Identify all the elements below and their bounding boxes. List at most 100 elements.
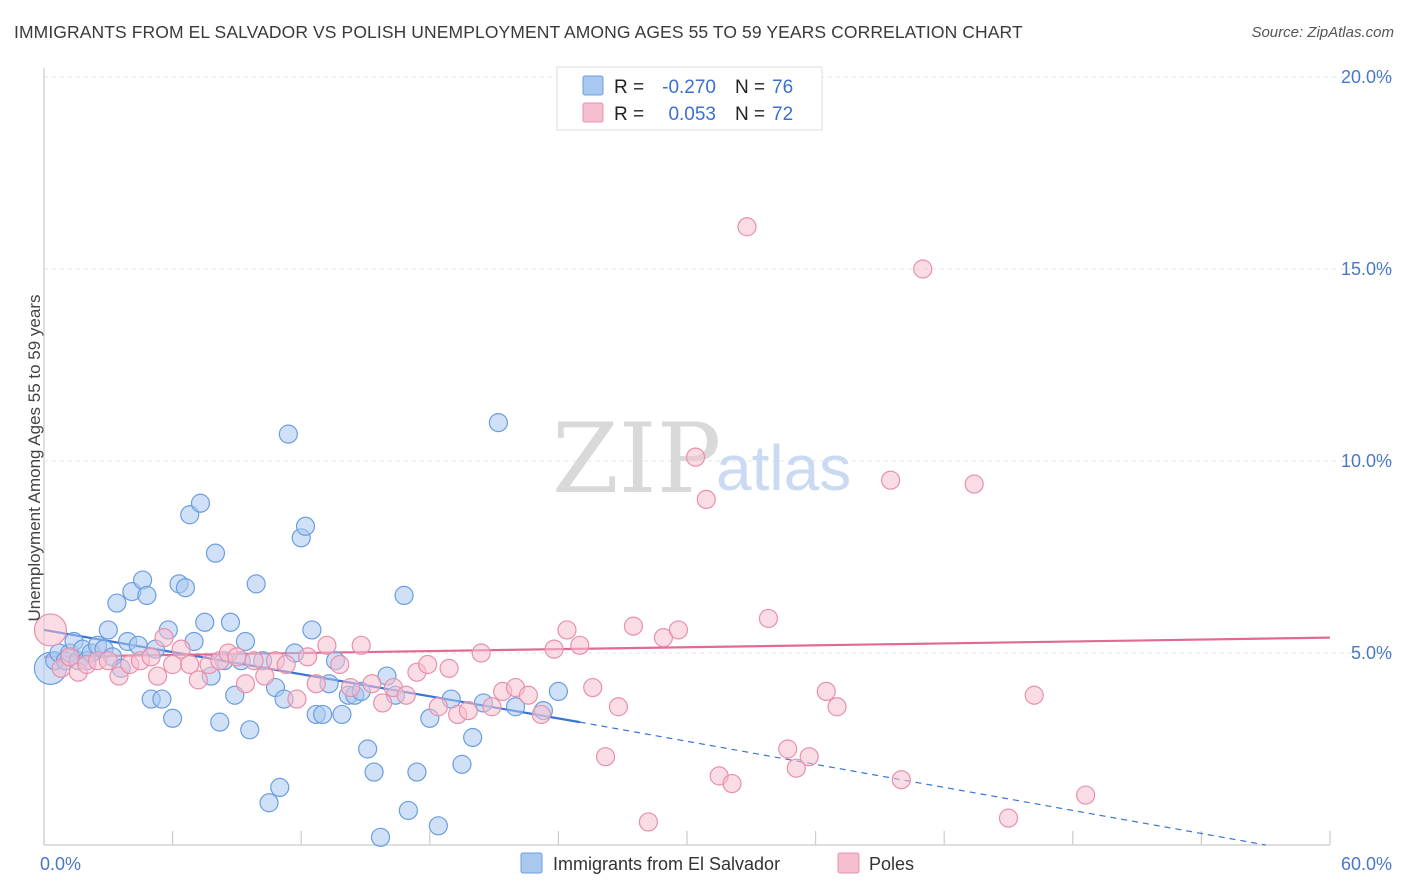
blue-point bbox=[98, 620, 118, 640]
pink-point bbox=[340, 677, 361, 698]
pink-point bbox=[362, 674, 382, 694]
pink-point bbox=[482, 697, 502, 717]
pink-point bbox=[330, 654, 350, 675]
blue-point bbox=[407, 762, 427, 782]
pink-point bbox=[544, 639, 564, 659]
blue-point bbox=[394, 585, 414, 606]
pink-point bbox=[638, 812, 659, 832]
pink-point bbox=[235, 674, 256, 694]
pink-point bbox=[786, 758, 806, 778]
pink-point bbox=[171, 639, 191, 659]
blue-point bbox=[246, 574, 266, 594]
pink-point bbox=[298, 647, 318, 667]
pink-point bbox=[531, 704, 551, 725]
data-points bbox=[33, 217, 1096, 847]
pink-point bbox=[827, 697, 847, 717]
pink-point bbox=[696, 489, 716, 509]
series-legend-label: Immigrants from El Salvador bbox=[553, 854, 780, 874]
y-axis-label: Unemployment Among Ages 55 to 59 years bbox=[25, 295, 44, 622]
legend-r-value: 0.053 bbox=[668, 104, 716, 125]
pink-point bbox=[595, 747, 616, 767]
pink-point bbox=[668, 620, 689, 640]
blue-point bbox=[370, 827, 391, 847]
blue-point bbox=[302, 620, 322, 640]
legend-n-value: 72 bbox=[772, 104, 793, 125]
chart-source: Source: ZipAtlas.com bbox=[1251, 24, 1394, 41]
blue-point bbox=[398, 800, 418, 821]
pink-point bbox=[998, 808, 1019, 828]
pink-point bbox=[623, 616, 644, 636]
pink-point bbox=[570, 635, 590, 655]
pink-point bbox=[317, 635, 337, 655]
pink-point bbox=[881, 470, 901, 490]
pink-point bbox=[458, 700, 478, 721]
pink-point bbox=[583, 677, 603, 698]
blue-point bbox=[220, 612, 241, 632]
y-tick-label: 15.0% bbox=[1341, 259, 1392, 279]
pink-point bbox=[33, 613, 68, 647]
pink-point bbox=[799, 747, 819, 767]
y-tick-label: 5.0% bbox=[1351, 643, 1392, 663]
pink-point bbox=[147, 666, 168, 686]
pink-point bbox=[227, 647, 247, 667]
legend-swatch bbox=[582, 102, 604, 123]
blue-point bbox=[452, 754, 472, 774]
series-legend: Immigrants from El Salvador Poles bbox=[520, 852, 914, 874]
pink-point bbox=[60, 647, 80, 667]
pink-point bbox=[396, 685, 416, 705]
pink-point bbox=[608, 697, 629, 717]
chart-title: IMMIGRANTS FROM EL SALVADOR VS POLISH UN… bbox=[14, 22, 1023, 42]
pink-point bbox=[154, 628, 174, 648]
blue-trend-extension bbox=[579, 721, 1266, 846]
pink-point bbox=[964, 474, 984, 494]
legend-n-label: N = bbox=[735, 77, 765, 98]
pink-point bbox=[439, 658, 459, 678]
pink-point bbox=[188, 670, 208, 690]
x-tick-label: 0.0% bbox=[40, 854, 81, 874]
pink-point bbox=[141, 647, 161, 667]
blue-point bbox=[175, 578, 196, 598]
blue-point bbox=[463, 727, 483, 748]
blue-point bbox=[295, 516, 316, 536]
legend-n-label: N = bbox=[735, 104, 765, 125]
watermark: ZIP atlas bbox=[552, 403, 851, 515]
legend-n-value: 76 bbox=[772, 77, 793, 98]
blue-point bbox=[195, 612, 215, 632]
pink-point bbox=[276, 654, 296, 675]
blue-point bbox=[488, 413, 508, 433]
y-tick-label: 10.0% bbox=[1341, 451, 1392, 471]
blue-point bbox=[205, 543, 226, 563]
pink-point bbox=[778, 739, 798, 759]
blue-point bbox=[235, 631, 256, 652]
blue-point bbox=[364, 762, 384, 782]
y-tick-label: 20.0% bbox=[1341, 67, 1392, 87]
pink-point bbox=[685, 447, 706, 467]
blue-point bbox=[210, 712, 230, 732]
legend-r-value: -0.270 bbox=[662, 77, 716, 98]
series-legend-swatch bbox=[520, 852, 543, 874]
blue-point bbox=[428, 816, 448, 836]
blue-point bbox=[505, 697, 526, 717]
watermark-atlas-text: atlas bbox=[716, 432, 851, 504]
series-legend-swatch bbox=[837, 852, 860, 874]
blue-point bbox=[259, 793, 279, 813]
pink-point bbox=[418, 654, 438, 675]
pink-point bbox=[98, 651, 118, 671]
pink-point bbox=[518, 685, 538, 705]
blue-point bbox=[313, 704, 333, 725]
pink-point bbox=[737, 217, 757, 237]
pink-point bbox=[244, 651, 264, 671]
pink-point bbox=[287, 689, 307, 709]
legend-r-label: R = bbox=[614, 104, 644, 125]
axes: 5.0% 10.0% 15.0% 20.0% 0.0% 60.0% bbox=[40, 67, 1392, 874]
legend-r-label: R = bbox=[614, 77, 644, 98]
pink-point bbox=[722, 773, 742, 794]
blue-point bbox=[107, 593, 127, 613]
pink-point bbox=[891, 770, 911, 790]
blue-point bbox=[278, 424, 298, 444]
blue-point bbox=[270, 777, 290, 798]
series-legend-label: Poles bbox=[869, 854, 914, 874]
blue-point bbox=[548, 681, 569, 702]
grid-lines bbox=[44, 76, 1390, 654]
